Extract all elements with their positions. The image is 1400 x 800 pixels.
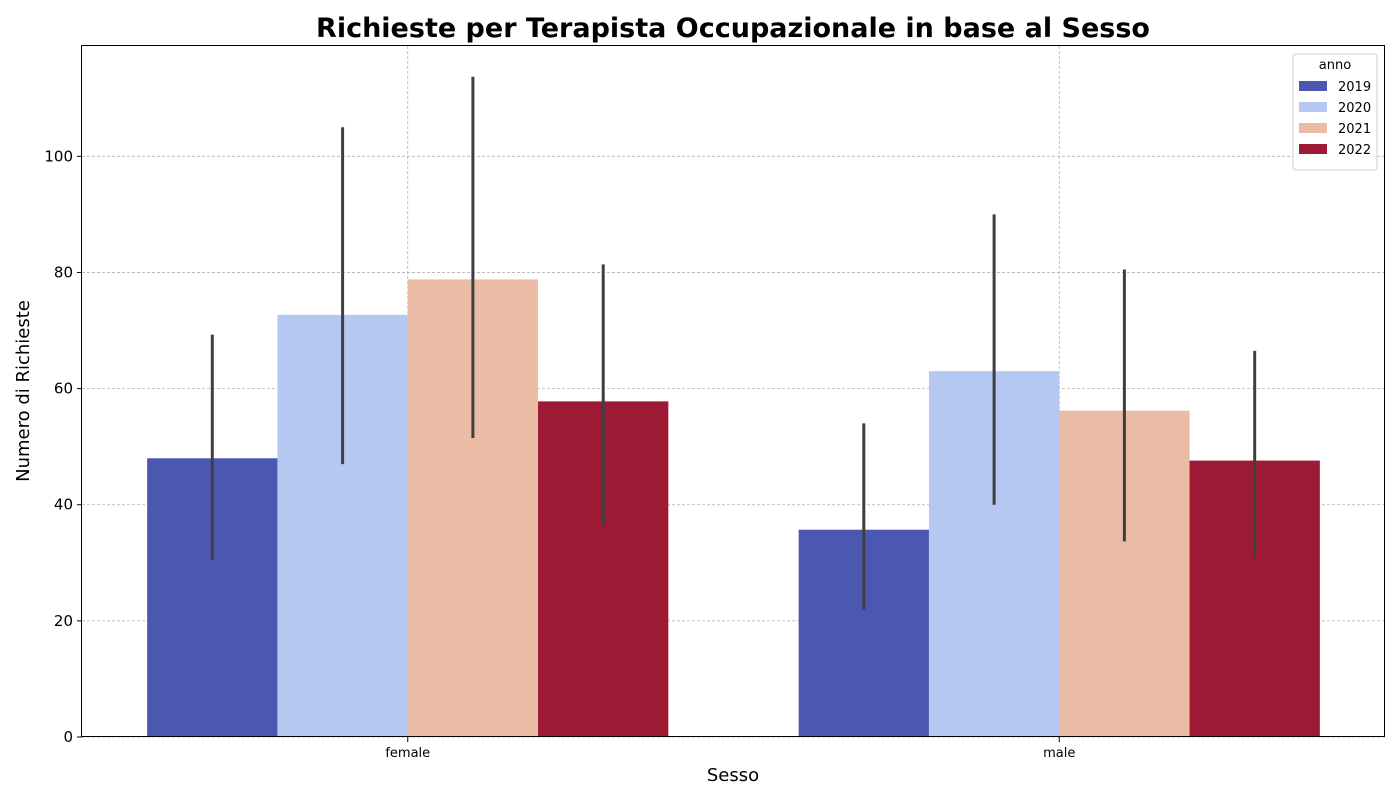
y-tick-label: 100 — [44, 147, 73, 165]
y-tick-label: 20 — [54, 612, 73, 630]
x-axis-label: Sesso — [707, 765, 759, 786]
y-tick-label: 60 — [54, 380, 73, 398]
x-tick-label: male — [1043, 746, 1075, 761]
legend-swatch-2022 — [1299, 144, 1327, 154]
legend-label-2020: 2020 — [1338, 101, 1371, 116]
y-axis-label: Numero di Richieste — [13, 300, 34, 482]
legend-swatch-2019 — [1299, 81, 1327, 91]
plot-frame — [81, 45, 1385, 737]
legend: anno 2019 2020 2021 2022 — [1292, 53, 1378, 171]
error-bars — [210, 76, 1257, 610]
legend-title: anno — [1319, 58, 1351, 73]
axis-ticks: 0 20 40 60 80 100 female male — [44, 147, 1075, 761]
y-tick-label: 40 — [54, 496, 73, 514]
y-tick-label: 0 — [63, 728, 73, 746]
chart-title: Richieste per Terapista Occupazionale in… — [316, 13, 1150, 44]
legend-label-2022: 2022 — [1338, 143, 1371, 158]
legend-label-2021: 2021 — [1338, 122, 1371, 137]
legend-swatch-2020 — [1299, 102, 1327, 112]
bars — [147, 279, 1320, 737]
y-tick-label: 80 — [54, 263, 73, 281]
legend-label-2019: 2019 — [1338, 80, 1371, 95]
legend-swatch-2021 — [1299, 123, 1327, 133]
x-tick-label: female — [385, 746, 430, 761]
